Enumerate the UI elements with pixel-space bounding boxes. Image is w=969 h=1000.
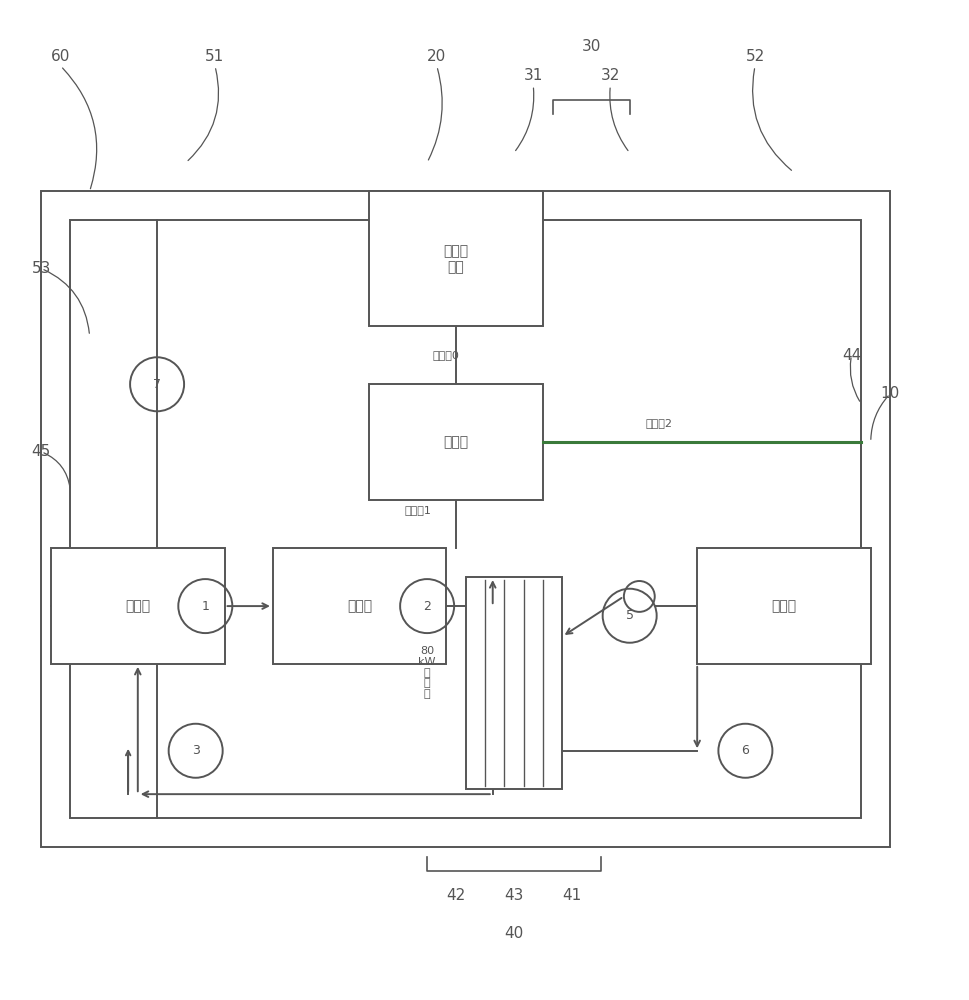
Bar <box>369 384 543 500</box>
Text: 2: 2 <box>422 600 430 613</box>
Text: 6: 6 <box>740 744 749 757</box>
Bar <box>42 191 890 847</box>
Text: 制冷机: 制冷机 <box>125 599 150 613</box>
Text: 80
kW
换
热
器: 80 kW 换 热 器 <box>418 646 435 699</box>
Bar <box>272 548 446 664</box>
Text: 馈入管0: 馈入管0 <box>432 350 459 360</box>
Text: 3: 3 <box>192 744 200 757</box>
Text: 53: 53 <box>32 261 51 276</box>
Text: 20: 20 <box>426 49 446 64</box>
Text: 41: 41 <box>562 888 580 903</box>
Text: 1: 1 <box>202 600 209 613</box>
Text: 45: 45 <box>32 444 51 459</box>
Text: 60: 60 <box>51 49 71 64</box>
Text: 31: 31 <box>523 68 543 83</box>
Text: 51: 51 <box>205 49 225 64</box>
Text: 假负载: 假负载 <box>347 599 372 613</box>
Text: 40: 40 <box>504 926 523 941</box>
Bar <box>465 577 562 789</box>
Bar <box>369 191 543 326</box>
Text: 馈入管1: 馈入管1 <box>404 505 430 515</box>
Text: 5: 5 <box>625 609 633 622</box>
Text: 高频发
射机: 高频发 射机 <box>443 244 468 274</box>
Text: 44: 44 <box>841 348 860 363</box>
Text: 环形器: 环形器 <box>443 435 468 449</box>
Text: 52: 52 <box>744 49 764 64</box>
Text: 43: 43 <box>504 888 523 903</box>
Text: 42: 42 <box>446 888 465 903</box>
Text: 馈入管2: 馈入管2 <box>644 418 672 428</box>
Text: 30: 30 <box>580 39 600 54</box>
Bar <box>70 220 860 818</box>
Bar <box>697 548 870 664</box>
Text: 10: 10 <box>880 386 899 401</box>
Text: 7: 7 <box>153 378 161 391</box>
Bar <box>51 548 225 664</box>
Text: 32: 32 <box>600 68 619 83</box>
Text: 高频腔: 高频腔 <box>770 599 796 613</box>
